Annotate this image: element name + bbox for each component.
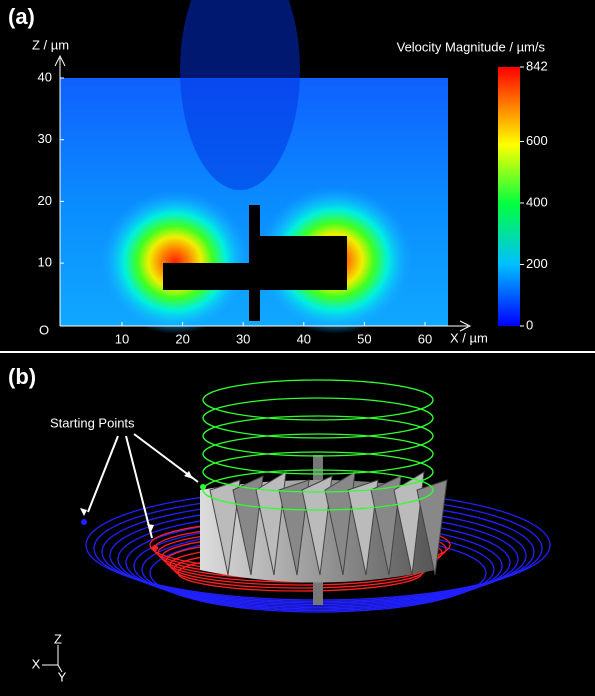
colorbar-title: Velocity Magnitude / µm/s xyxy=(397,39,546,54)
obstacle xyxy=(260,236,347,290)
colorbar-tick-label: 600 xyxy=(526,133,548,148)
start-point xyxy=(152,545,158,551)
colorbar-tick-label: 400 xyxy=(526,194,548,209)
origin-label: O xyxy=(39,322,49,337)
triad-z: Z xyxy=(54,631,62,646)
panel-label: (b) xyxy=(8,364,36,389)
x-tick-label: 60 xyxy=(418,331,432,346)
y-axis-label: Z / µm xyxy=(32,37,69,52)
y-tick-label: 40 xyxy=(38,69,52,84)
figure: (a) Z / µm X / µm O Velocity Magnitude /… xyxy=(0,0,595,696)
triad-x: X xyxy=(32,656,41,671)
y-tick-label: 30 xyxy=(38,131,52,146)
x-tick-label: 40 xyxy=(297,331,311,346)
obstacle xyxy=(163,263,253,290)
colorbar xyxy=(498,67,520,326)
x-tick-label: 20 xyxy=(175,331,189,346)
y-tick-label: 10 xyxy=(38,255,52,270)
triad-y: Y xyxy=(58,669,67,684)
obstacle xyxy=(249,205,260,321)
x-tick-label: 30 xyxy=(236,331,250,346)
x-axis-label: X / µm xyxy=(450,330,488,345)
start-point xyxy=(200,484,206,490)
panel-label: (a) xyxy=(8,4,35,29)
x-tick-label: 50 xyxy=(357,331,371,346)
start-point xyxy=(81,519,87,525)
vortex-left xyxy=(100,190,250,334)
y-tick-label: 20 xyxy=(38,193,52,208)
annotation: Starting Points xyxy=(50,415,135,430)
colorbar-tick-label: 0 xyxy=(526,317,533,332)
colorbar-tick-label: 842 xyxy=(526,58,548,73)
colorbar-tick-label: 200 xyxy=(526,256,548,271)
x-tick-label: 10 xyxy=(115,331,129,346)
